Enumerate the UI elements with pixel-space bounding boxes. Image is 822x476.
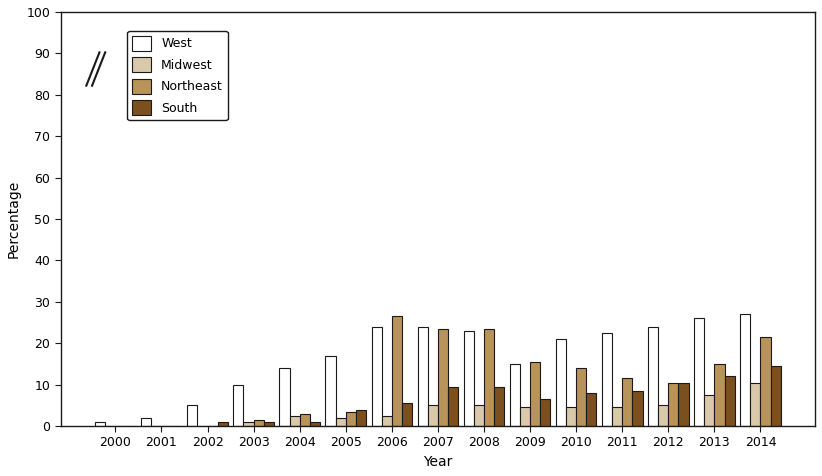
- X-axis label: Year: Year: [423, 455, 453, 469]
- Bar: [233, 385, 243, 426]
- Bar: [187, 406, 197, 426]
- Bar: [750, 383, 760, 426]
- Bar: [586, 393, 597, 426]
- Bar: [771, 366, 781, 426]
- Bar: [279, 368, 289, 426]
- Bar: [310, 422, 320, 426]
- Bar: [254, 420, 264, 426]
- Bar: [632, 391, 643, 426]
- Bar: [356, 409, 366, 426]
- Bar: [335, 418, 346, 426]
- Bar: [289, 416, 300, 426]
- Bar: [678, 383, 689, 426]
- Bar: [724, 377, 735, 426]
- Bar: [464, 331, 473, 426]
- Bar: [484, 329, 494, 426]
- Bar: [704, 395, 714, 426]
- Bar: [381, 416, 392, 426]
- Y-axis label: Percentage: Percentage: [7, 180, 21, 258]
- Bar: [741, 314, 750, 426]
- Bar: [530, 362, 540, 426]
- Bar: [694, 318, 704, 426]
- Bar: [95, 422, 105, 426]
- Bar: [760, 337, 771, 426]
- Bar: [402, 403, 412, 426]
- Bar: [648, 327, 658, 426]
- Legend: West, Midwest, Northeast, South: West, Midwest, Northeast, South: [127, 30, 228, 120]
- Bar: [576, 368, 586, 426]
- Bar: [346, 412, 356, 426]
- Bar: [714, 364, 724, 426]
- Bar: [520, 407, 530, 426]
- Bar: [540, 399, 551, 426]
- Bar: [612, 407, 622, 426]
- Bar: [622, 378, 632, 426]
- Bar: [141, 418, 151, 426]
- Bar: [448, 387, 458, 426]
- Bar: [300, 414, 310, 426]
- Bar: [494, 387, 504, 426]
- Bar: [510, 364, 520, 426]
- Bar: [372, 327, 381, 426]
- Bar: [658, 406, 668, 426]
- Bar: [566, 407, 576, 426]
- Bar: [668, 383, 678, 426]
- Bar: [602, 333, 612, 426]
- Bar: [243, 422, 254, 426]
- Bar: [438, 329, 448, 426]
- Bar: [556, 339, 566, 426]
- Bar: [418, 327, 427, 426]
- Bar: [392, 317, 402, 426]
- Bar: [326, 356, 335, 426]
- Bar: [264, 422, 274, 426]
- Bar: [473, 406, 484, 426]
- Bar: [218, 422, 228, 426]
- Bar: [427, 406, 438, 426]
